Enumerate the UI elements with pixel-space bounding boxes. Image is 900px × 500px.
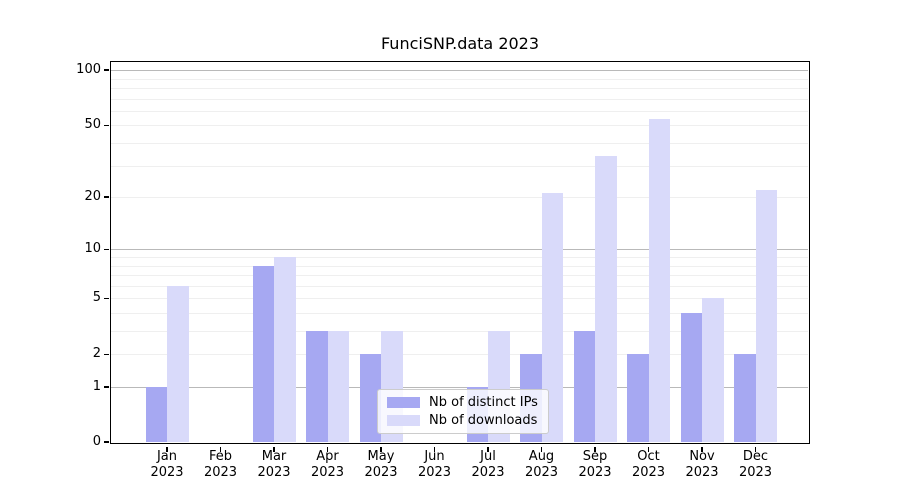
legend-swatch-downloads xyxy=(387,415,420,426)
bar-ips-apr xyxy=(306,331,328,442)
x-tick-jan xyxy=(166,446,168,452)
x-tick-year-feb: 2023 xyxy=(203,465,238,480)
gridline-minor-30 xyxy=(111,165,808,167)
y-tick-100 xyxy=(104,69,109,71)
x-tick-dec xyxy=(754,446,757,452)
gridline-minor-60 xyxy=(111,110,808,112)
x-tick-year-jan: 2023 xyxy=(150,465,184,480)
x-tick-year-may: 2023 xyxy=(364,465,398,480)
x-tick-year-aug: 2023 xyxy=(524,465,559,480)
y-tick-0 xyxy=(104,441,109,443)
legend-entry-distinct-ips: Nb of distinct IPs xyxy=(387,395,538,410)
legend-swatch-distinct-ips xyxy=(387,397,420,408)
y-tick-label-1: 1 xyxy=(92,379,101,394)
legend-label-distinct-ips: Nb of distinct IPs xyxy=(429,395,538,410)
bar-ips-may xyxy=(359,354,381,442)
y-tick-2 xyxy=(104,353,109,355)
gridline-minor-20 xyxy=(111,197,808,199)
x-tick-label-dec: Dec 2023 xyxy=(724,449,788,481)
x-tick-sep xyxy=(594,446,596,452)
gridline-minor-2 xyxy=(111,354,808,356)
y-tick-5 xyxy=(104,297,109,299)
gridline-minor-6 xyxy=(111,285,808,287)
gridline-minor-9 xyxy=(111,257,808,258)
x-tick-nov xyxy=(701,446,703,452)
bar-downloads-dec xyxy=(755,189,777,442)
x-tick-year-sep: 2023 xyxy=(578,465,612,480)
y-tick-1 xyxy=(104,386,109,388)
gridline-minor-90 xyxy=(111,78,808,80)
x-tick-year-apr: 2023 xyxy=(310,465,345,480)
y-tick-label-10: 10 xyxy=(84,241,101,257)
bar-ips-nov xyxy=(680,312,702,442)
x-tick-label-sep: Sep 2023 xyxy=(563,449,627,481)
y-tick-label-50: 50 xyxy=(84,117,101,133)
x-tick-label-jan: Jan 2023 xyxy=(135,449,199,481)
x-tick-label-jul: Jul 2023 xyxy=(456,449,520,481)
x-tick-jul xyxy=(487,446,489,452)
x-tick-label-feb: Feb 2023 xyxy=(189,449,253,481)
y-tick-50 xyxy=(104,124,109,127)
bar-downloads-aug xyxy=(541,193,563,442)
bar-downloads-nov xyxy=(702,298,724,442)
gridline-minor-3 xyxy=(111,331,808,333)
x-tick-oct xyxy=(647,446,650,452)
legend-entry-downloads: Nb of downloads xyxy=(387,413,538,428)
bar-ips-jan xyxy=(145,387,167,442)
gridline-minor-50 xyxy=(111,125,808,127)
bar-ips-mar xyxy=(252,265,274,442)
y-tick-10 xyxy=(104,248,109,251)
x-tick-feb xyxy=(219,446,222,452)
y-tick-label-5: 5 xyxy=(92,290,101,306)
gridline-minor-70 xyxy=(111,98,808,100)
x-tick-year-nov: 2023 xyxy=(685,465,719,480)
y-tick-label-2: 2 xyxy=(92,346,101,362)
x-tick-label-mar: Mar 2023 xyxy=(242,449,306,481)
y-tick-label-100: 100 xyxy=(76,62,101,78)
gridline-minor-40 xyxy=(111,143,808,145)
x-tick-may xyxy=(380,446,382,452)
x-tick-label-may: May 2023 xyxy=(349,449,413,481)
x-tick-label-aug: Aug 2023 xyxy=(510,449,574,481)
gridline-minor-4 xyxy=(111,312,808,314)
gridline-minor-8 xyxy=(111,265,808,267)
x-tick-label-oct: Oct 2023 xyxy=(617,449,681,481)
gridline-major-1 xyxy=(111,387,808,388)
bar-downloads-oct xyxy=(648,119,670,442)
bar-ips-dec xyxy=(734,354,756,442)
x-tick-year-jun: 2023 xyxy=(417,465,452,480)
x-tick-aug xyxy=(540,446,543,452)
bar-downloads-jan xyxy=(167,285,189,442)
gridline-major-10 xyxy=(111,249,808,251)
gridline-minor-7 xyxy=(111,275,808,277)
bar-downloads-mar xyxy=(274,257,296,442)
y-tick-label-20: 20 xyxy=(84,189,101,205)
bar-ips-oct xyxy=(627,354,649,442)
x-tick-year-jul: 2023 xyxy=(471,465,505,480)
bar-downloads-sep xyxy=(595,155,617,442)
bar-downloads-apr xyxy=(327,331,349,442)
y-tick-label-0: 0 xyxy=(92,434,101,449)
legend-label-downloads: Nb of downloads xyxy=(429,413,538,428)
x-tick-year-dec: 2023 xyxy=(738,465,773,480)
x-tick-year-oct: 2023 xyxy=(631,465,666,480)
x-tick-jun xyxy=(433,446,436,452)
x-tick-label-apr: Apr 2023 xyxy=(296,449,360,481)
x-tick-apr xyxy=(326,446,329,452)
y-tick-20 xyxy=(104,196,109,198)
legend: Nb of distinct IPs Nb of downloads xyxy=(377,389,549,434)
x-tick-mar xyxy=(273,446,275,452)
chart-title: FunciSNP.data 2023 xyxy=(380,34,540,53)
x-tick-label-jun: Jun 2023 xyxy=(403,449,467,481)
bar-ips-sep xyxy=(573,331,595,442)
x-tick-label-nov: Nov 2023 xyxy=(670,449,734,481)
plot-area: Nb of distinct IPs Nb of downloads 0 1 2 5 1… xyxy=(76,61,810,480)
gridline-major-100 xyxy=(111,70,808,72)
gridline-minor-5 xyxy=(111,298,808,300)
x-tick-year-mar: 2023 xyxy=(257,465,291,480)
gridline-minor-80 xyxy=(111,88,808,90)
